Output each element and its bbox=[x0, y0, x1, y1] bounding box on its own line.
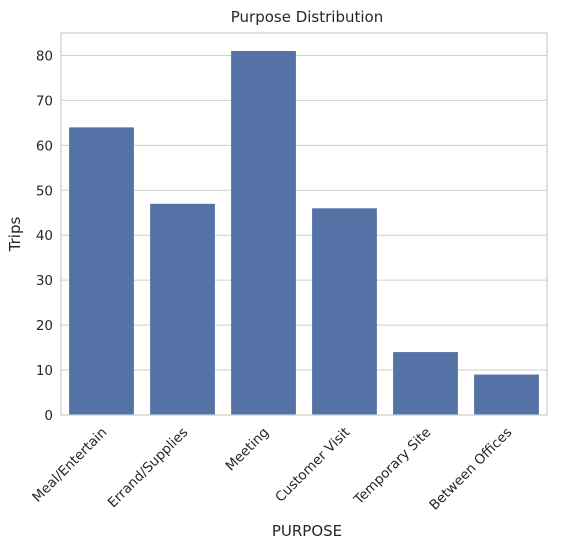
y-axis-label: Trips bbox=[6, 217, 24, 253]
bar bbox=[150, 203, 215, 415]
grid-lines bbox=[61, 54, 547, 416]
bars bbox=[69, 50, 539, 416]
bar bbox=[69, 127, 134, 416]
y-tick-label: 0 bbox=[44, 408, 53, 424]
y-tick-label: 30 bbox=[36, 273, 53, 289]
y-tick-label: 40 bbox=[36, 228, 53, 244]
y-tick-label: 60 bbox=[36, 138, 53, 154]
chart-title: Purpose Distribution bbox=[231, 8, 383, 26]
bar bbox=[474, 374, 539, 415]
x-tick-label: Meal/Entertain bbox=[29, 425, 110, 506]
y-tick-labels: 0 10 20 30 40 50 60 70 80 bbox=[36, 48, 53, 424]
y-tick-label: 80 bbox=[36, 48, 53, 64]
y-tick-label: 70 bbox=[36, 93, 53, 109]
y-tick-label: 20 bbox=[36, 318, 53, 334]
bar bbox=[231, 50, 296, 415]
bar bbox=[312, 208, 377, 415]
x-tick-label: Errand/Supplies bbox=[105, 425, 192, 512]
x-tick-label: Customer Visit bbox=[272, 425, 353, 506]
bar bbox=[393, 352, 458, 415]
x-tick-label: Temporary Site bbox=[350, 425, 434, 509]
plot-frame bbox=[60, 32, 548, 416]
x-tick-label: Meeting bbox=[223, 425, 273, 475]
y-tick-label: 50 bbox=[36, 183, 53, 199]
y-tick-label: 10 bbox=[36, 363, 53, 379]
x-axis-label: PURPOSE bbox=[272, 522, 342, 540]
x-tick-label: Between Offices bbox=[426, 425, 515, 514]
